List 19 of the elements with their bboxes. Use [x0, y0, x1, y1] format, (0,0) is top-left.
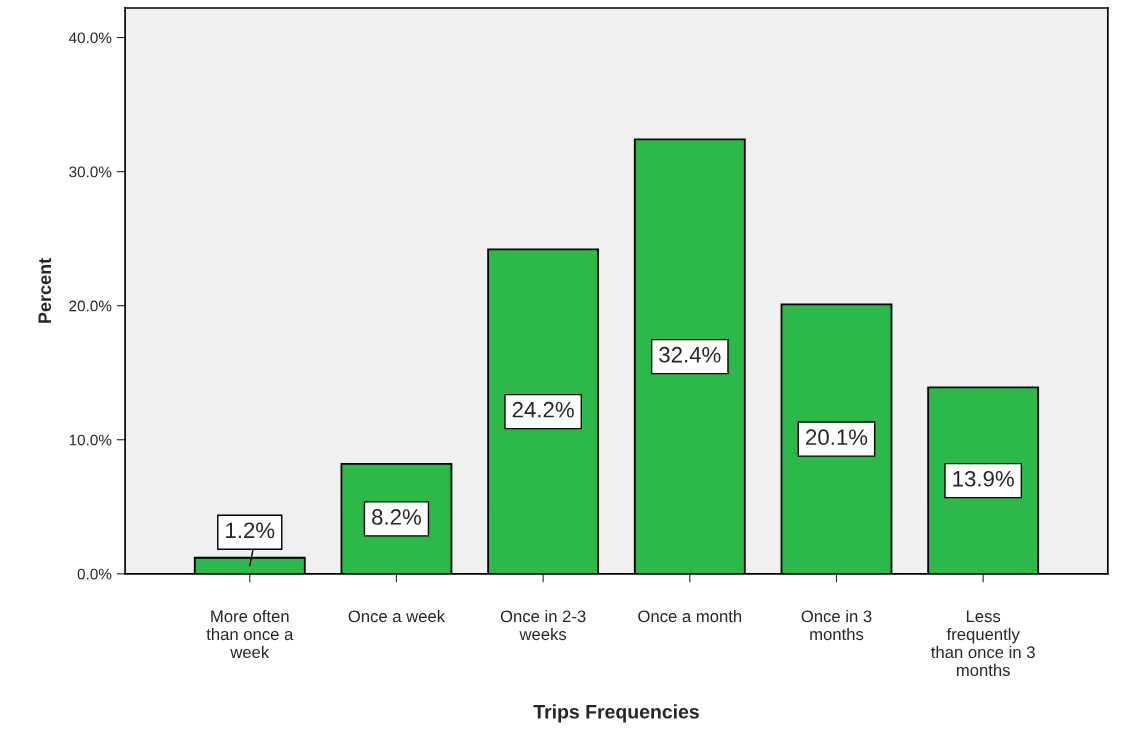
data-label: 8.2% — [372, 509, 421, 525]
x-axis-title: Trips Frequencies — [533, 704, 699, 723]
x-tick-label: Less frequently than once in 3 months — [931, 610, 1035, 677]
y-tick-label: 0.0% — [77, 568, 112, 580]
x-tick-label: Once a month — [638, 609, 742, 623]
y-tick-label: 10.0% — [69, 434, 112, 446]
y-tick-label: 40.0% — [68, 32, 112, 44]
data-label: 13.9% — [953, 470, 1014, 487]
x-tick-label: Once a week — [348, 609, 446, 623]
x-tick-label: Once in 2-3 weeks — [500, 609, 586, 641]
data-label: 32.4% — [659, 346, 721, 363]
y-tick-label: 20.0% — [69, 300, 112, 312]
y-axis-title: Percent — [38, 258, 52, 323]
x-tick-label: Once in 3 months — [801, 609, 872, 641]
data-label: 1.2% — [226, 522, 275, 539]
data-label: 24.2% — [512, 401, 574, 418]
y-tick-label: 30.0% — [69, 166, 112, 178]
x-tick-label: More often than once a week — [206, 609, 294, 659]
data-label: 20.1% — [806, 429, 868, 446]
